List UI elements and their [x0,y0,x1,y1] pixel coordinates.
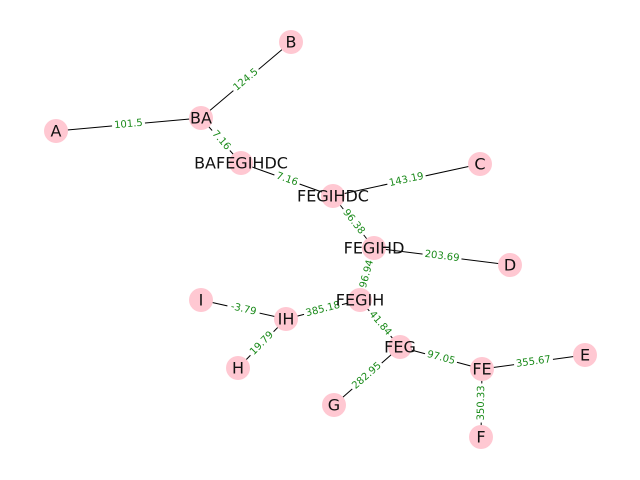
edge-weight-group: 355.67 [513,353,554,371]
node-fegihd [362,236,386,260]
node-label-fegihd: FEGIHD [344,239,405,258]
edge-weight-background [386,169,427,191]
node-label-h: H [232,359,244,378]
node-label-d: D [504,256,516,275]
node-fe [470,357,494,381]
edge-weight-background [356,256,378,292]
node-label-fe: FE [472,360,491,379]
edge-weight-label: 19.79 [248,329,276,357]
node-e [573,343,597,367]
node-label-a: A [51,122,62,141]
edge-weight-group: 96.38 [338,205,369,239]
node-ih [274,307,298,331]
node-a [44,119,68,143]
node-label-ba: BA [190,109,212,128]
edge-weight-group: 350.33 [475,383,488,423]
edge-weight-background [302,298,344,321]
node-label-feg: FEG [384,338,416,357]
node-d [498,253,522,277]
edge-weight-group: 101.5 [111,117,146,132]
edge-weight-label: 96.38 [340,207,366,236]
edge-weight-background [229,64,263,96]
edge-weight-group: 41.84 [364,307,396,340]
edge-weight-background [421,248,463,265]
node-h [226,356,250,380]
node-label-e: E [580,346,590,365]
edge-weight-background [226,300,261,319]
edge-weight-label: 355.67 [515,354,551,370]
edge-weight-background [475,383,488,423]
node-c [468,152,492,176]
edge-weight-group: 124.5 [229,64,263,96]
edge-weight-group: 97.05 [423,347,459,369]
edge-weight-label: 124.5 [232,67,261,94]
node-label-fegihdc: FEGIHDC [297,187,369,206]
edge-weight-label: 203.69 [424,249,460,264]
edge-weight-label: 96.94 [358,259,376,290]
node-i [189,288,213,312]
node-b [279,30,303,54]
edge-weight-background [338,205,369,239]
node-f [469,425,493,449]
edge-weight-label: 97.05 [426,349,457,367]
edge-weight-group: 282.95 [348,358,386,394]
edge-weight-group: 203.69 [421,248,463,265]
edge-weight-background [364,307,396,340]
edge-weight-background [111,117,146,132]
node-g [322,393,346,417]
edge-weight-background [348,358,386,394]
edge-weight-label: 282.95 [350,360,384,391]
edge-weight-background [513,353,554,371]
edge-weight-background [423,347,459,369]
node-label-ih: IH [278,310,295,329]
edge-weight-background [272,169,302,190]
edge-weight-label: 350.33 [476,385,488,420]
node-label-b: B [286,33,297,52]
edge-weight-group: 96.94 [356,256,378,292]
edges-layer [55,41,586,438]
node-ba [189,106,213,130]
node-label-c: C [474,155,485,174]
edge-weight-background [246,327,278,360]
edge-weight-background [207,126,235,155]
edge-weight-label: 101.5 [114,118,144,132]
node-label-i: I [199,291,204,310]
node-label-fegih: FEGIH [336,291,384,310]
edge-weight-label: 143.19 [388,171,425,189]
edge-weight-group: 19.79 [246,327,278,360]
node-label-bafegihdc: BAFEGIHDC [194,154,288,173]
edge-weight-group: -3.79 [226,300,261,319]
node-label-f: F [476,428,485,447]
edge-weight-label: 41.84 [367,309,394,338]
node-fegih [348,288,372,312]
node-feg [388,335,412,359]
node-fegihdc [321,184,345,208]
node-bafegihdc [229,151,253,175]
node-label-g: G [328,396,340,415]
edge-weight-group: 143.19 [386,169,427,191]
